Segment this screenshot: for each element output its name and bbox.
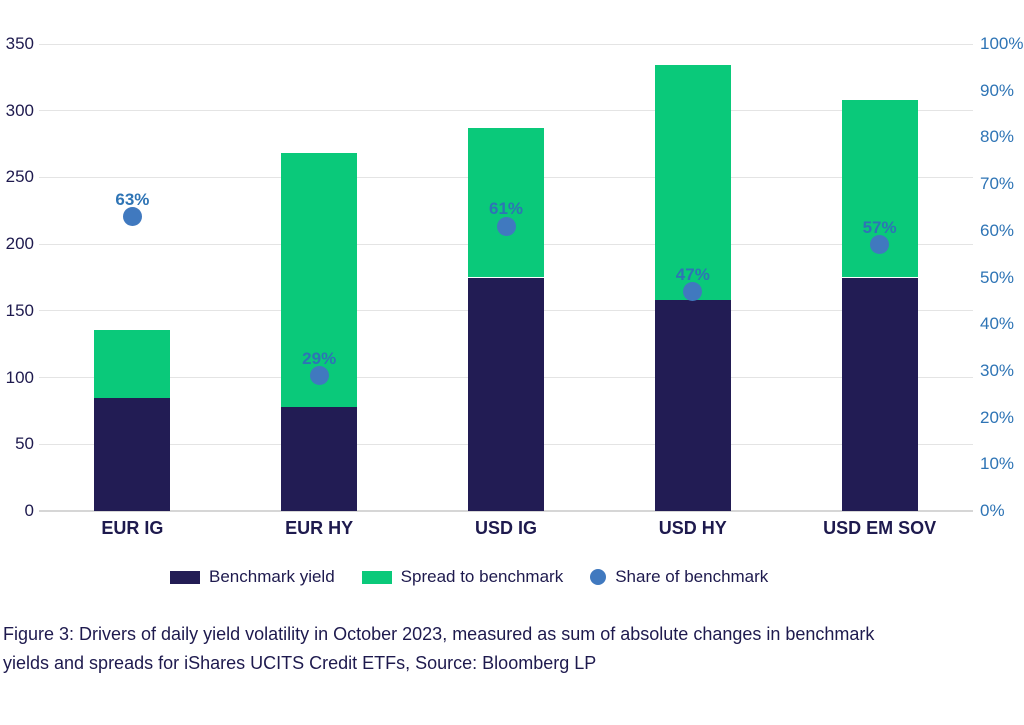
caption-line-2: yields and spreads for iShares UCITS Cre…	[3, 653, 597, 673]
bar-segment-spread-to-benchmark	[654, 65, 731, 301]
share-of-benchmark-label: 47%	[675, 264, 710, 284]
left-axis-tick-label: 50	[15, 434, 34, 454]
figure-caption: Figure 3: Drivers of daily yield volatil…	[3, 620, 1018, 678]
right-axis-tick-label: 80%	[980, 127, 1015, 147]
share-of-benchmark-dot	[496, 216, 516, 236]
bar-segment-benchmark-yield	[281, 406, 358, 511]
legend-item: Share of benchmark	[590, 567, 768, 587]
share-of-benchmark-label: 63%	[115, 189, 150, 209]
legend-label: Benchmark yield	[209, 567, 335, 586]
legend-swatch-circle	[590, 569, 607, 585]
right-axis-tick-label: 100%	[980, 34, 1024, 53]
legend-swatch-rect	[170, 570, 200, 584]
x-axis-category-label: EUR IG	[101, 518, 164, 538]
legend-label: Share of benchmark	[615, 567, 769, 586]
left-axis-tick-label: 300	[5, 100, 34, 120]
left-axis-tick-label: 250	[5, 167, 34, 187]
right-axis-tick-label: 20%	[980, 407, 1015, 427]
legend-swatch-rect	[361, 570, 392, 584]
yield-volatility-chart: 0 50 100 150 200 250 300 350 0% 10% 20% 30% 40% 50% 60…	[5, 34, 1024, 590]
bar-segment-benchmark-yield	[654, 300, 731, 511]
right-axis-tick-label: 50%	[980, 267, 1015, 287]
bar-segment-spread-to-benchmark	[468, 128, 544, 278]
left-axis-tick-label: 150	[5, 300, 34, 320]
right-axis-tick-label: 10%	[980, 454, 1015, 474]
share-of-benchmark-label: 29%	[302, 348, 337, 368]
share-of-benchmark-dot	[122, 207, 142, 227]
x-axis-category-label: USD EM SOV	[823, 518, 937, 538]
right-axis-tick-label: 70%	[980, 174, 1015, 194]
share-of-benchmark-dot	[683, 282, 703, 301]
left-axis-tick-label: 100	[5, 367, 34, 387]
bar-segment-benchmark-yield	[94, 397, 171, 511]
share-of-benchmark-dot	[309, 366, 329, 386]
right-axis-tick-label: 0%	[980, 501, 1005, 520]
legend-label: Spread to benchmark	[400, 567, 564, 586]
x-axis-category-label: USD IG	[474, 518, 537, 538]
x-axis-baseline	[39, 510, 973, 512]
bar-segment-benchmark-yield	[841, 277, 918, 511]
gridline	[39, 110, 973, 112]
caption-line-1: Figure 3: Drivers of daily yield volatil…	[3, 624, 875, 644]
legend-item: Spread to benchmark	[361, 567, 564, 587]
legend-item: Benchmark yield	[170, 567, 335, 587]
bar-segment-benchmark-yield	[468, 277, 544, 511]
left-axis-tick-label: 200	[5, 234, 34, 254]
right-axis-tick-label: 60%	[980, 220, 1015, 240]
right-axis-tick-label: 90%	[980, 80, 1015, 100]
x-axis-category-label: EUR HY	[285, 518, 354, 538]
share-of-benchmark-label: 61%	[488, 199, 524, 219]
gridline	[39, 43, 973, 45]
share-of-benchmark-dot	[870, 235, 890, 255]
left-axis-tick-label: 0	[24, 501, 34, 520]
left-axis-tick-label: 350	[5, 34, 34, 53]
right-axis-tick-label: 30%	[980, 360, 1015, 380]
share-of-benchmark-label: 57%	[862, 217, 897, 237]
bar-segment-spread-to-benchmark	[281, 153, 358, 407]
legend: Benchmark yield Spread to benchmark Share …	[170, 564, 768, 590]
right-axis-tick-label: 40%	[980, 314, 1015, 334]
bar-segment-spread-to-benchmark	[94, 329, 171, 398]
x-axis-category-label: USD HY	[658, 518, 727, 538]
plot-area: 0 50 100 150 200 250 300 350 0% 10% 20% 30% 40% 50% 60…	[5, 34, 1024, 538]
